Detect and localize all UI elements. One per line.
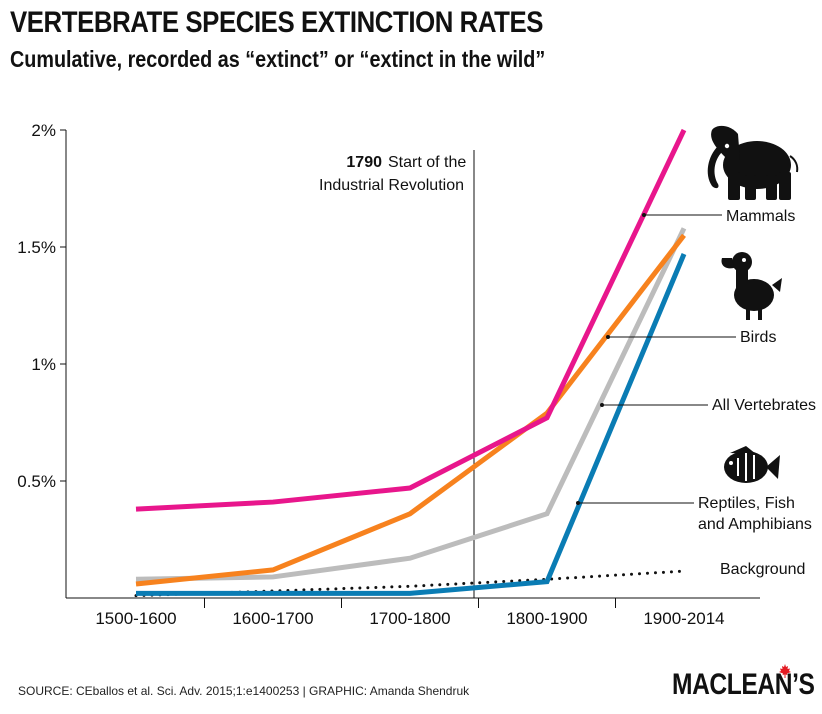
series-line-reptiles-fish-and-amphibians	[136, 253, 687, 596]
annotation-year: 1790	[346, 154, 382, 171]
x-tick-label: 1500-1600	[95, 609, 176, 628]
source-credit: SOURCE: CEballos et al. Sci. Adv. 2015;1…	[18, 684, 470, 698]
birds-leader-dot	[606, 335, 610, 339]
label-birds: Birds	[740, 329, 776, 346]
maple-leaf-icon	[779, 664, 791, 678]
chart-subtitle: Cumulative, recorded as “extinct” or “ex…	[10, 46, 546, 72]
label-all-vertebrates: All Vertebrates	[712, 397, 816, 414]
x-tick-label: 1700-1800	[369, 609, 450, 628]
dodo-icon	[721, 252, 782, 320]
annotation-line1: Start of the	[388, 154, 466, 171]
annotation-line2: Industrial Revolution	[319, 177, 464, 194]
series-line-all-vertebrates	[135, 227, 687, 582]
rfa-leader-dot	[576, 501, 580, 505]
label-background: Background	[720, 561, 805, 578]
x-tick-label: 1900-2014	[643, 609, 724, 628]
x-tick-label: 1600-1700	[232, 609, 313, 628]
chart-title: VERTEBRATE SPECIES EXTINCTION RATES	[10, 6, 544, 39]
macleans-logo: MACLEAN’S	[672, 668, 815, 701]
y-tick-label: 2%	[31, 121, 56, 140]
y-tick-label: 1.5%	[17, 238, 56, 257]
series-line-mammals	[135, 128, 687, 512]
fish-icon	[724, 446, 780, 483]
label-mammals: Mammals	[726, 208, 795, 225]
series-line-background	[134, 569, 686, 598]
y-tick-label: 0.5%	[17, 472, 56, 491]
label-rfa-line1: Reptiles, Fish	[698, 495, 795, 512]
mammals-leader-dot	[642, 213, 646, 217]
all-vertebrates-leader-dot	[600, 403, 604, 407]
x-tick-label: 1800-1900	[506, 609, 587, 628]
y-tick-label: 1%	[31, 355, 56, 374]
elephant-icon	[707, 125, 799, 200]
label-rfa-line2: and Amphibians	[698, 516, 812, 533]
series-line-birds	[135, 233, 686, 587]
